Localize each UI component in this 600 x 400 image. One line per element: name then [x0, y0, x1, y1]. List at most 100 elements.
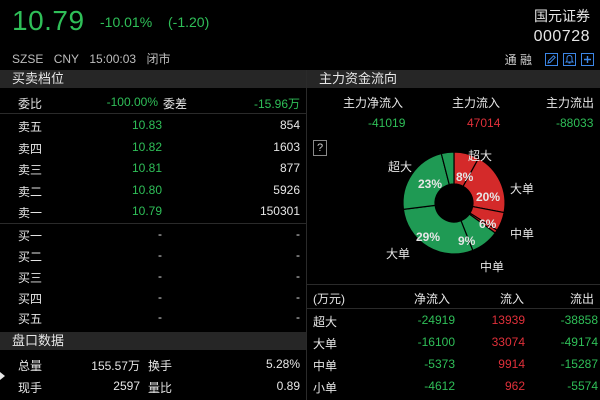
ask-row-1: 卖一 10.79 150301 [0, 200, 306, 222]
row-in: 13939 [491, 313, 525, 327]
bid-label: 买四 [18, 292, 43, 306]
change-amount: (-1.20) [168, 14, 210, 30]
bid-price: - [158, 269, 162, 283]
order-ratio-row: 委比 -100.00% 委差 -15.96万 [0, 91, 306, 113]
weicha-label: 委差 [163, 97, 188, 111]
pie-label-large-out: 大单 [386, 247, 411, 261]
exchange-label: SZSE [12, 52, 44, 66]
row-out: -49174 [560, 335, 598, 349]
bid-volume: - [296, 227, 300, 241]
bid-row-1: 买一 - - [0, 223, 306, 245]
pie-label-super-in: 超大 [468, 149, 493, 163]
row-in: 9914 [498, 357, 525, 371]
total-volume-label: 总量 [18, 359, 43, 373]
ask-price: 10.79 [131, 204, 162, 218]
header-toolbar: 通 融 [505, 51, 594, 68]
ask-label: 卖二 [18, 185, 43, 199]
ask-row-4: 卖四 10.82 1603 [0, 136, 306, 158]
pie-label-super-out: 超大 [388, 160, 413, 174]
net-inflow-label: 主力净流入 [343, 96, 404, 110]
ask-price: 10.80 [131, 183, 162, 197]
bid-price: - [158, 290, 162, 304]
row-net: -5373 [424, 357, 455, 371]
quote-time: 15:00:03 [89, 52, 137, 66]
order-book-title: 买卖档位 [0, 70, 306, 88]
ask-volume: 150301 [259, 204, 300, 218]
row-label: 大单 [313, 337, 338, 351]
help-icon[interactable]: ? [313, 140, 327, 156]
divider [307, 284, 600, 285]
margin-trading-label[interactable]: 通 融 [504, 53, 532, 67]
row-net: -4612 [424, 379, 455, 393]
row-pointer-icon [0, 372, 5, 380]
stock-code: 000728 [533, 28, 590, 45]
bid-price: - [158, 248, 162, 262]
inflow-label: 主力流入 [452, 96, 501, 110]
ask-volume: 1603 [273, 140, 300, 154]
pie-label-medium-out: 中单 [480, 260, 505, 274]
ask-row-2: 卖二 10.80 5926 [0, 179, 306, 201]
slice-pct-label: 8% [456, 170, 474, 184]
bid-label: 买五 [18, 312, 43, 326]
volume-ratio-value: 0.89 [276, 379, 300, 393]
add-watchlist-icon[interactable] [581, 53, 594, 66]
current-volume-label: 现手 [18, 381, 43, 395]
pie-label-medium-in: 中单 [510, 227, 535, 241]
bid-price: - [158, 310, 162, 324]
ask-label: 卖四 [18, 142, 43, 156]
bid-volume: - [296, 310, 300, 324]
weibi-value: -100.00% [106, 95, 158, 109]
alert-bell-icon[interactable] [563, 53, 576, 66]
bid-label: 买三 [18, 271, 43, 285]
quote-header: 10.79 -10.01% (-1.20) 国元证券 000728 SZSE C… [0, 0, 600, 70]
bid-row-3: 买三 - - [0, 265, 306, 287]
bid-volume: - [296, 248, 300, 262]
table-header-net: 净流入 [414, 292, 451, 306]
stock-name: 国元证券 [534, 8, 590, 24]
slice-pct-label: 29% [416, 230, 441, 244]
volume-ratio-label: 量比 [148, 381, 173, 395]
donut-slice-out-7 [440, 151, 455, 186]
ask-volume: 877 [279, 161, 300, 175]
ask-price: 10.82 [131, 140, 162, 154]
edit-icon[interactable] [545, 53, 558, 66]
row-out: -5574 [567, 379, 598, 393]
bid-volume: - [296, 269, 300, 283]
bid-row-5: 买五 - - [0, 306, 306, 328]
row-in: 33074 [491, 335, 525, 349]
current-volume-value: 2597 [113, 379, 140, 393]
ask-row-3: 卖三 10.81 877 [0, 157, 306, 179]
ask-price: 10.83 [131, 118, 162, 132]
row-in: 962 [504, 379, 525, 393]
total-volume-value: 155.57万 [91, 359, 140, 373]
slice-pct-label: 20% [476, 190, 501, 204]
ask-volume: 5926 [273, 183, 300, 197]
bid-row-2: 买二 - - [0, 244, 306, 266]
ask-label: 卖三 [18, 163, 43, 177]
bid-label: 买一 [18, 229, 43, 243]
market-data-row-2: 现手 2597 量比 0.89 [0, 375, 306, 397]
weicha-value: -15.96万 [253, 97, 300, 111]
table-header-out: 流出 [570, 292, 595, 306]
row-net: -24919 [417, 313, 455, 327]
ask-price: 10.81 [131, 161, 162, 175]
row-label: 小单 [313, 381, 338, 395]
donut-slice-in-1 [462, 157, 506, 214]
currency-label: CNY [53, 52, 80, 66]
turnover-value: 5.28% [265, 357, 300, 371]
slice-pct-label: 6% [479, 217, 497, 231]
panel-divider [306, 70, 307, 400]
row-label: 超大 [313, 315, 338, 329]
bid-label: 买二 [18, 250, 43, 264]
pie-label-large-in: 大单 [510, 182, 535, 196]
ask-label: 卖五 [18, 120, 43, 134]
divider [0, 113, 306, 114]
outflow-value: -88033 [556, 116, 594, 130]
net-inflow-value: -41019 [368, 116, 406, 130]
quote-meta: SZSE CNY 15:00:03 闭市 [12, 50, 177, 67]
slice-pct-label: 9% [458, 234, 476, 248]
table-header-unit: (万元) [313, 292, 345, 306]
turnover-label: 换手 [148, 359, 173, 373]
inflow-value: 47014 [467, 116, 501, 130]
market-data-title: 盘口数据 [0, 332, 306, 350]
